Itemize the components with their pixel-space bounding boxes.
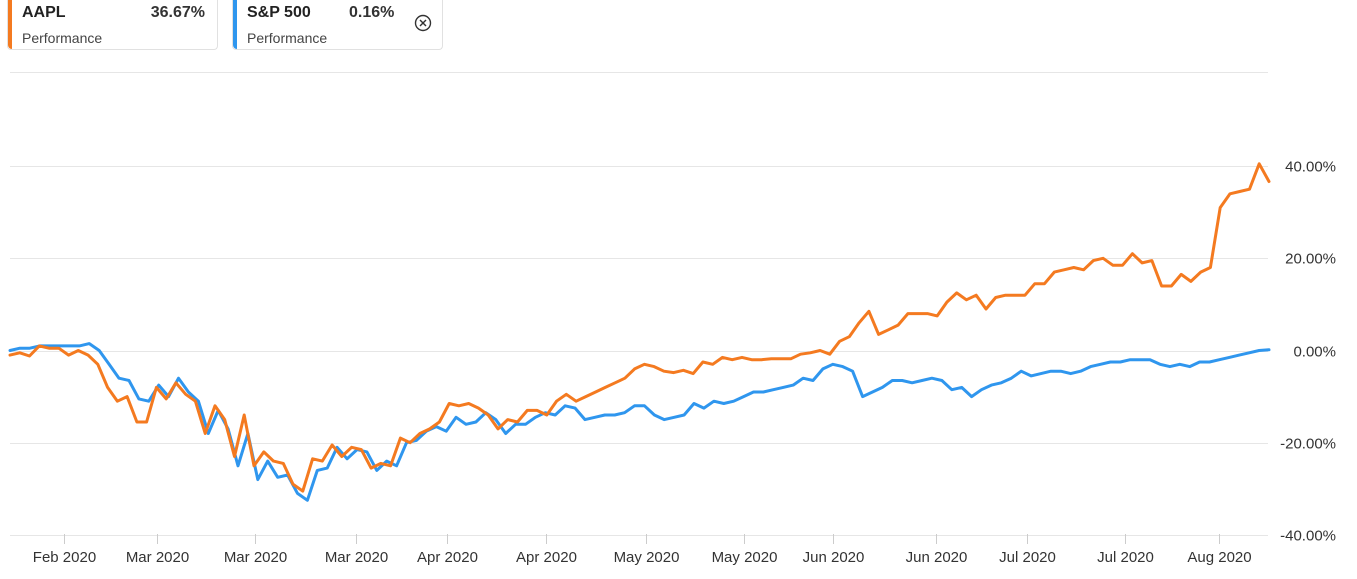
x-tick-label: Mar 2020 — [126, 549, 189, 566]
x-tick-label: Aug 2020 — [1187, 549, 1251, 566]
y-tick-label: 0.00% — [1293, 344, 1336, 361]
x-tick-label: May 2020 — [614, 549, 680, 566]
y-tick-label: -20.00% — [1280, 436, 1336, 453]
legend-card-aapl[interactable]: AAPL 36.67% Performance — [7, 0, 218, 50]
x-tick-label: Jun 2020 — [803, 549, 865, 566]
x-tick-label: Mar 2020 — [224, 549, 287, 566]
legend-symbol: AAPL — [22, 4, 66, 21]
x-tick-label: Mar 2020 — [325, 549, 388, 566]
legend-label: Performance — [22, 30, 103, 46]
close-circle-icon[interactable] — [414, 14, 432, 32]
legend-label: Performance — [247, 30, 328, 46]
y-tick-label: 40.00% — [1285, 159, 1336, 176]
x-tick-label: Apr 2020 — [417, 549, 478, 566]
aapl-color-swatch — [8, 0, 12, 49]
x-tick-label: Jul 2020 — [999, 549, 1056, 566]
x-tick-label: May 2020 — [712, 549, 778, 566]
x-tick-label: Jul 2020 — [1097, 549, 1154, 566]
x-tick-label: Apr 2020 — [516, 549, 577, 566]
x-tick-label: Jun 2020 — [906, 549, 968, 566]
legend-symbol: S&P 500 — [247, 4, 311, 21]
sp500-color-swatch — [233, 0, 237, 49]
y-tick-label: 20.00% — [1285, 251, 1336, 268]
legend-change: 0.16% — [349, 4, 395, 21]
series-line-aapl — [8, 162, 1271, 493]
legend-change: 36.67% — [150, 4, 205, 21]
y-tick-label: -40.00% — [1280, 528, 1336, 545]
legend-card-sp500[interactable]: S&P 500 0.16% Performance — [232, 0, 443, 50]
x-tick-label: Feb 2020 — [33, 549, 96, 566]
